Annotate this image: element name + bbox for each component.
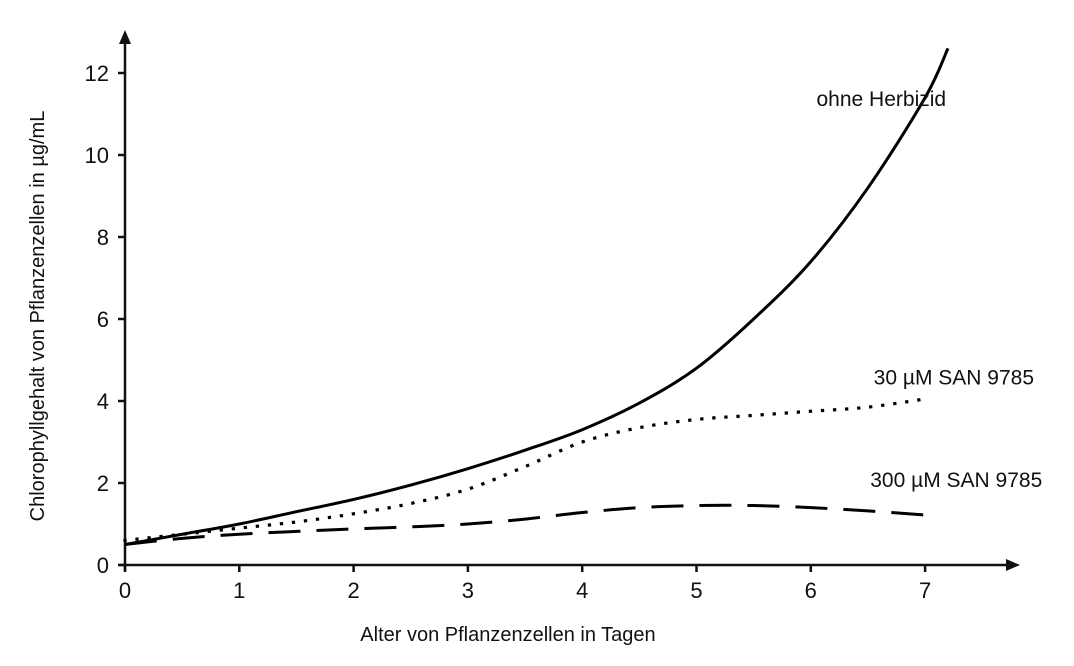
x-tick-label: 3 <box>462 578 474 603</box>
series-labels: ohne Herbizid 30 µM SAN 9785 300 µM SAN … <box>817 88 1043 492</box>
x-tick-label: 0 <box>119 578 131 603</box>
x-tick-label: 2 <box>347 578 359 603</box>
y-tick-label: 2 <box>97 471 109 496</box>
y-tick-label: 12 <box>85 61 109 86</box>
x-tick-label: 1 <box>233 578 245 603</box>
x-axis-arrow-icon <box>1006 559 1020 571</box>
label-ohne-herbizid: ohne Herbizid <box>817 88 947 111</box>
label-300um-san: 300 µM SAN 9785 <box>870 469 1042 492</box>
y-tick-label: 8 <box>97 225 109 250</box>
y-tick-label: 6 <box>97 307 109 332</box>
y-tick-label: 10 <box>85 143 109 168</box>
x-tick-label: 5 <box>690 578 702 603</box>
x-tick-label: 4 <box>576 578 588 603</box>
y-axis-arrow-icon <box>119 30 131 44</box>
curve-dotted <box>123 397 927 543</box>
x-tick-label: 6 <box>805 578 817 603</box>
curve-dashed <box>124 503 926 546</box>
x-axis-label: Alter von Pflanzenzellen in Tagen <box>360 624 655 646</box>
label-30um-san: 30 µM SAN 9785 <box>874 367 1034 390</box>
y-tick-label: 0 <box>97 553 109 578</box>
y-axis-label: Chlorophyllgehalt von Pflanzenzellen in … <box>27 111 49 522</box>
x-tick-label: 7 <box>919 578 931 603</box>
curve-solid <box>124 47 950 546</box>
data-curves <box>123 47 950 546</box>
y-tick-label: 4 <box>97 389 109 414</box>
